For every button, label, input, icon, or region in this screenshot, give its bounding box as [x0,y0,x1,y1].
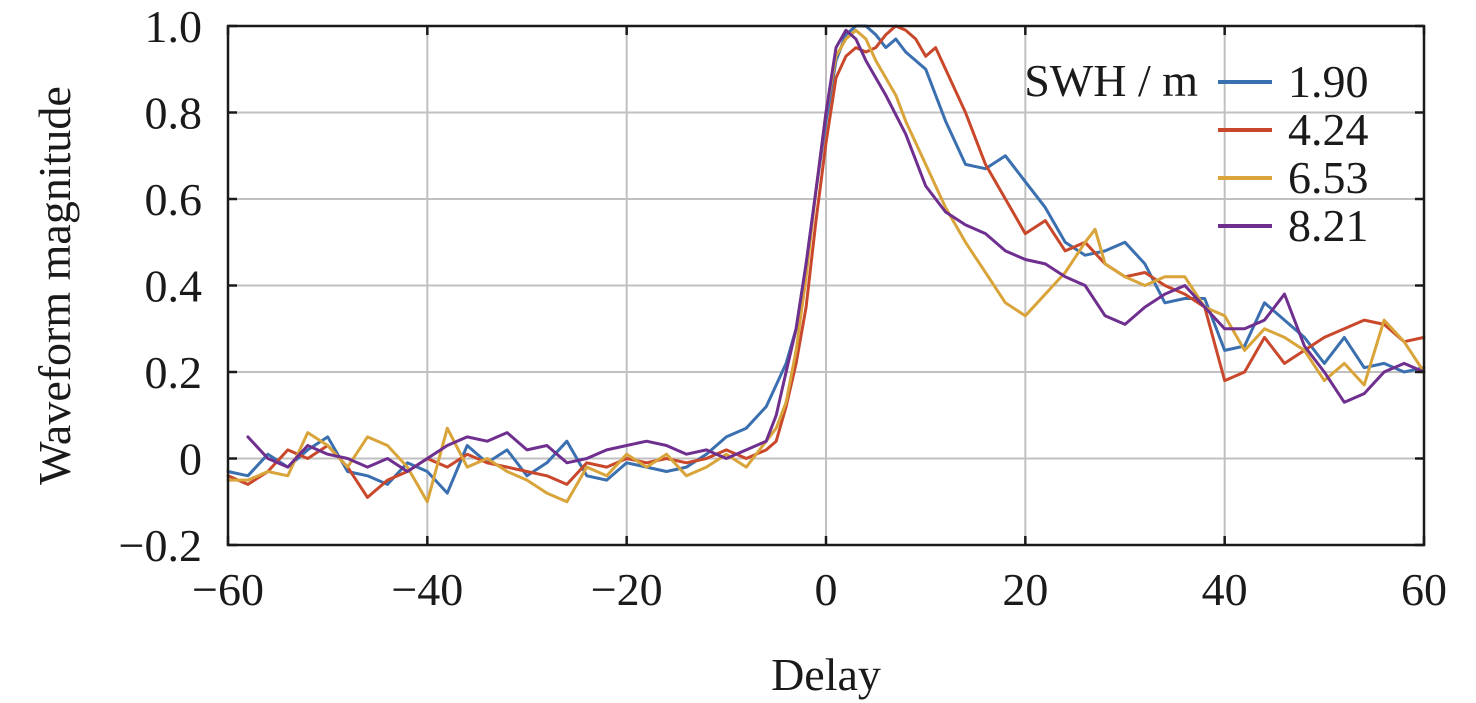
y-axis-title: Waveform magnitude [29,86,80,485]
y-tick-label: 0 [179,434,202,485]
y-tick-label: 0.8 [145,88,203,139]
x-axis-title: Delay [771,649,881,700]
x-tick-label: 40 [1202,564,1248,615]
y-tick-label: −0.2 [119,520,202,571]
x-tick-label: 20 [1002,564,1048,615]
series-lines [226,24,1426,504]
tick-labels: −60 −40 −20 0 20 40 60 −0.2 0 0.2 0.4 0.6 0.8 1.0 [119,1,1447,615]
legend-label: 1.90 [1288,56,1369,107]
x-tick-label: −20 [591,564,663,615]
legend-label: 4.24 [1288,104,1369,155]
legend-label: 8.21 [1288,200,1369,251]
legend-label: 6.53 [1288,152,1369,203]
series-line-8.21 [246,28,1426,473]
legend-items: 1.904.246.538.21 [1218,56,1369,251]
y-tick-label: 0.4 [145,261,203,312]
y-tick-label: 1.0 [145,1,203,52]
legend: SWH / m 1.904.246.538.21 [1024,55,1368,251]
legend-title: SWH / m [1024,55,1198,106]
x-tick-label: −40 [391,564,463,615]
y-tick-label: 0.6 [145,174,203,225]
y-tick-label: 0.2 [145,347,203,398]
x-tick-label: 60 [1401,564,1447,615]
x-tick-label: 0 [815,564,838,615]
x-tick-label: −60 [192,564,264,615]
series-line-4.24 [226,24,1426,499]
axis-ticks [226,24,1426,547]
